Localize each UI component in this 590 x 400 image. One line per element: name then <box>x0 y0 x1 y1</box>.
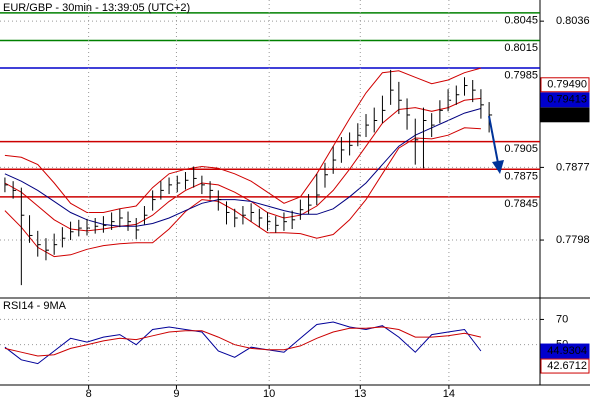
rsi-line <box>4 326 482 357</box>
level-label: 0.7905 <box>504 143 538 155</box>
rsi-line <box>4 321 482 365</box>
indicator-line <box>4 97 481 232</box>
x-tick-label: 8 <box>86 388 92 400</box>
level-label-box <box>500 41 539 54</box>
price-tag: 44.9304 <box>547 345 587 357</box>
price-tag-box <box>540 358 590 374</box>
level-label: 0.7875 <box>504 171 538 183</box>
forecast-arrow <box>488 115 504 174</box>
indicator-line <box>4 67 482 213</box>
price-tag-box <box>540 77 590 93</box>
price-tag-box <box>540 92 590 108</box>
y-tick-label: 0.7877 <box>556 161 590 173</box>
chart-title: EUR/GBP - 30min - 13:39:05 (UTC+2) <box>3 2 190 14</box>
level-label: 0.8015 <box>504 42 538 54</box>
price-tag: 42.6712 <box>547 360 587 372</box>
x-tick-label: 13 <box>354 388 366 400</box>
level-label-box <box>500 170 539 183</box>
level-label: 0.7845 <box>504 198 538 210</box>
x-tick-label: 9 <box>173 388 179 400</box>
price-tag-box <box>540 107 590 123</box>
level-label: 0.7985 <box>504 69 538 81</box>
y-tick-label: 0.7798 <box>556 234 590 246</box>
price-tag: 0.79490 <box>547 79 587 91</box>
level-label-box <box>500 13 539 26</box>
indicator-line <box>4 108 482 227</box>
y-tick-label: 70 <box>556 313 568 325</box>
level-label-box <box>500 142 539 155</box>
x-tick-label: 10 <box>263 388 275 400</box>
level-label: 0.8045 <box>504 14 538 26</box>
price-tag: 0.79413 <box>547 94 587 106</box>
price-tag-box <box>540 343 590 359</box>
rsi-title: RSI14 - 9MA <box>3 300 67 312</box>
y-tick-label: 0.8036 <box>556 15 590 27</box>
x-tick-label: 14 <box>443 388 455 400</box>
level-label-box <box>500 69 539 82</box>
price-tag: 0.79342 <box>547 109 587 121</box>
level-label-box <box>500 197 539 210</box>
